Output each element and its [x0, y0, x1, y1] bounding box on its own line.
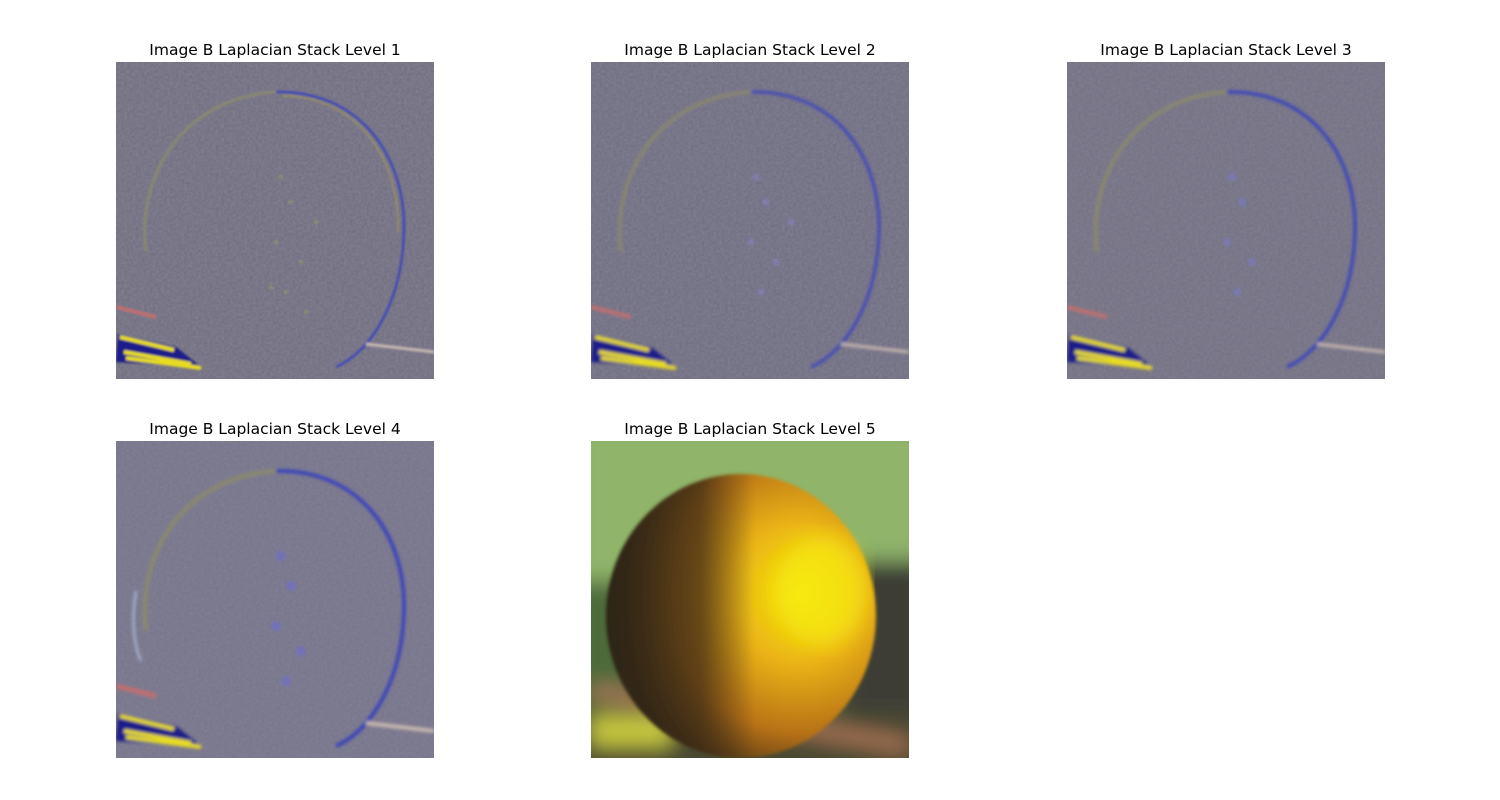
- panel-title: Image B Laplacian Stack Level 2: [624, 41, 876, 59]
- laplacian-level-3-image: [1067, 62, 1385, 379]
- laplacian-level-4-image: [116, 441, 434, 758]
- gaussian-level-5-image: [591, 441, 909, 758]
- panel-title: Image B Laplacian Stack Level 5: [624, 420, 876, 438]
- panel-title: Image B Laplacian Stack Level 4: [149, 420, 401, 438]
- panel-title: Image B Laplacian Stack Level 1: [149, 41, 401, 59]
- laplacian-level-2-image: [591, 62, 909, 379]
- panel-title: Image B Laplacian Stack Level 3: [1100, 41, 1352, 59]
- laplacian-level-1-image: [116, 62, 434, 379]
